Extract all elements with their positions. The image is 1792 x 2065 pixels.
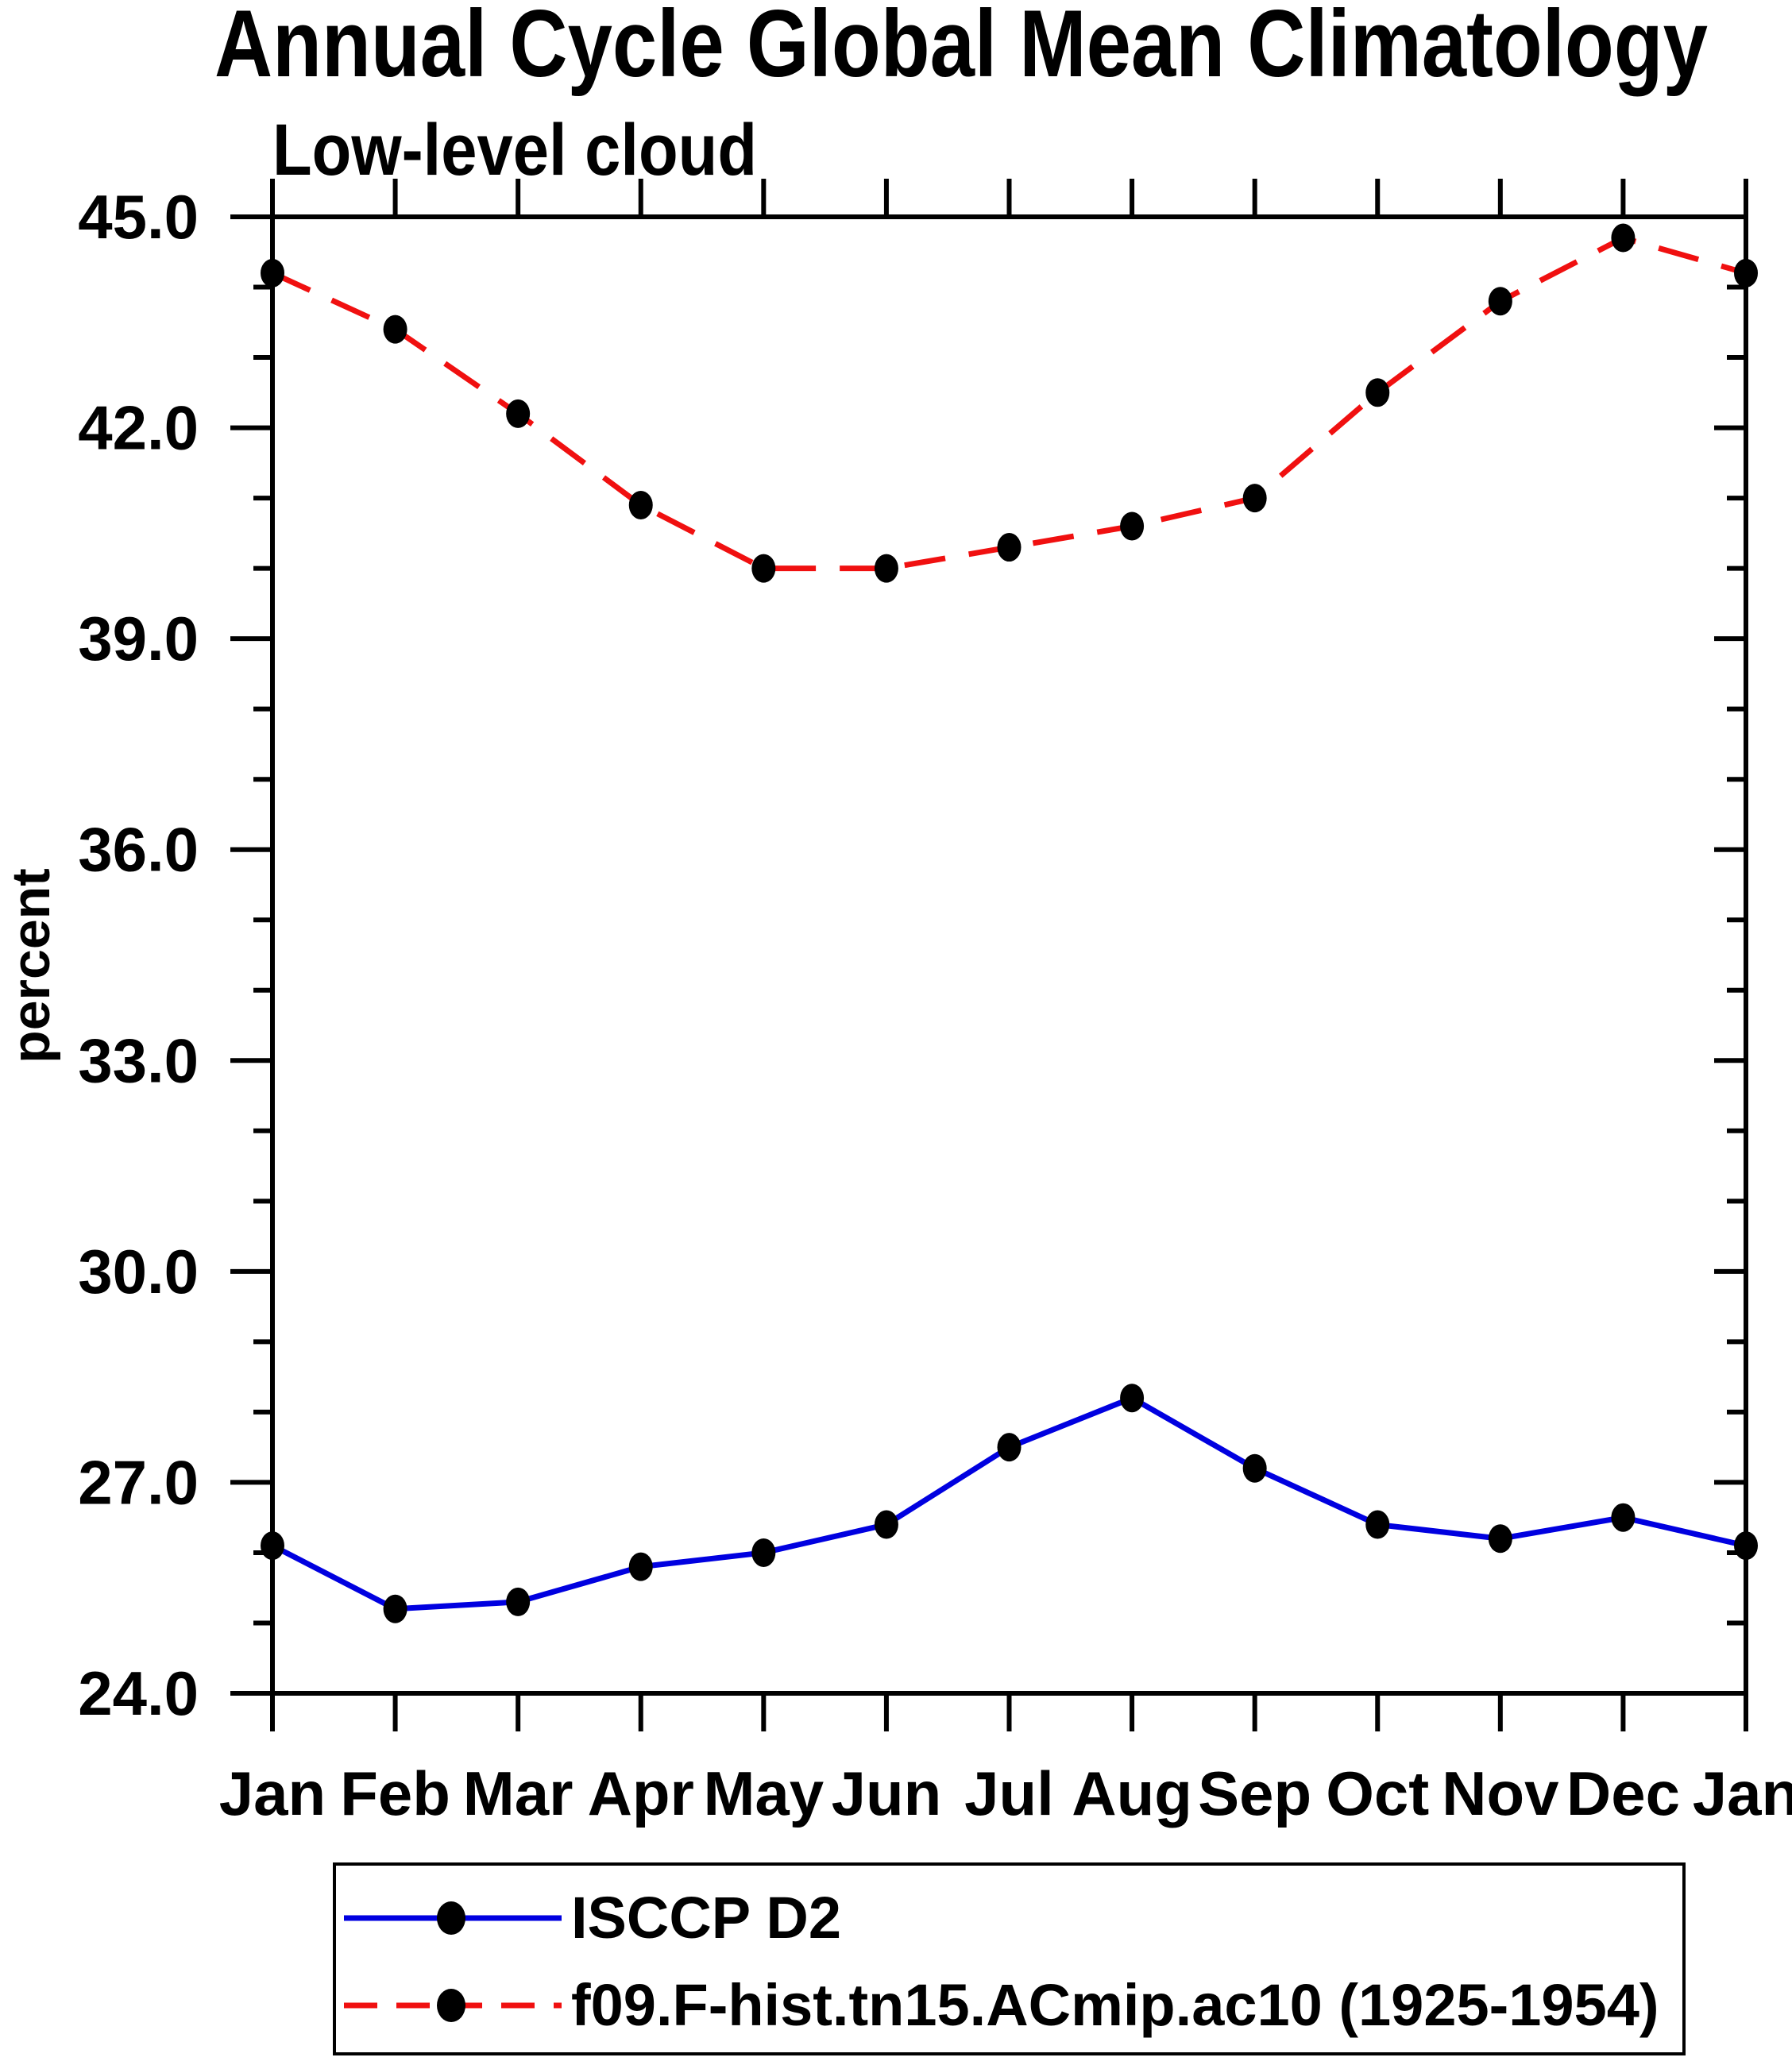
data-point-marker bbox=[874, 554, 898, 583]
x-tick-label: Jan bbox=[1693, 1758, 1792, 1828]
legend-dashed-line-sample bbox=[344, 1989, 562, 2022]
chart-title: Annual Cycle Global Mean Climatology bbox=[214, 0, 1708, 97]
legend-marker-dot bbox=[437, 1901, 465, 1935]
y-tick-label: 33.0 bbox=[78, 1025, 199, 1095]
x-tick-label: Jul bbox=[964, 1758, 1054, 1828]
plot-frame bbox=[270, 214, 1748, 1696]
x-tick-label: Oct bbox=[1326, 1758, 1429, 1828]
x-tick-label: Jun bbox=[832, 1758, 942, 1828]
data-point-marker bbox=[1365, 1510, 1390, 1539]
data-point-marker bbox=[1734, 258, 1758, 288]
data-point-marker bbox=[506, 399, 531, 428]
data-point-marker bbox=[1120, 511, 1145, 541]
data-point-marker bbox=[1242, 1453, 1267, 1483]
x-tick-label: Dec bbox=[1566, 1758, 1680, 1828]
y-tick-label: 24.0 bbox=[78, 1658, 199, 1728]
y-axis-title: percent bbox=[1, 868, 61, 1063]
y-tick-label: 36.0 bbox=[78, 815, 199, 885]
y-tick-label: 39.0 bbox=[78, 604, 199, 674]
data-point-marker bbox=[1488, 1524, 1512, 1554]
series-line-solid bbox=[271, 1395, 1747, 1612]
data-point-marker bbox=[1734, 1531, 1758, 1561]
legend: ISCCP D2 f09.F-hist.tn15.ACmip.ac10 (192… bbox=[333, 1862, 1686, 2055]
data-point-marker bbox=[1611, 223, 1636, 253]
data-point-marker bbox=[628, 490, 653, 519]
data-point-marker bbox=[1120, 1384, 1145, 1413]
data-point-marker bbox=[1611, 1503, 1636, 1532]
chart-subtitle: Low-level cloud bbox=[272, 110, 757, 191]
legend-item-model-run: f09.F-hist.tn15.ACmip.ac10 (1925-1954) bbox=[341, 1972, 1659, 2038]
data-point-marker bbox=[874, 1510, 898, 1539]
legend-item-isccp-d2: ISCCP D2 bbox=[341, 1885, 841, 1951]
data-point-marker bbox=[1488, 287, 1512, 316]
x-tick-label: Apr bbox=[588, 1758, 694, 1828]
series-line-dashed bbox=[271, 235, 1747, 572]
data-point-marker bbox=[383, 315, 407, 344]
x-tick-label: Nov bbox=[1442, 1758, 1559, 1828]
data-series bbox=[261, 223, 1758, 1623]
y-tick-label: 27.0 bbox=[78, 1447, 199, 1517]
y-tick-label: 45.0 bbox=[78, 182, 199, 252]
data-point-marker bbox=[506, 1587, 531, 1616]
y-tick-label: 30.0 bbox=[78, 1237, 199, 1307]
x-tick-label: Sep bbox=[1198, 1758, 1311, 1828]
x-tick-label: Mar bbox=[463, 1758, 574, 1828]
data-point-marker bbox=[751, 1538, 776, 1567]
data-point-marker bbox=[383, 1594, 407, 1623]
data-point-marker bbox=[997, 533, 1022, 562]
data-point-marker bbox=[261, 258, 284, 288]
data-point-marker bbox=[1242, 484, 1267, 513]
data-point-marker bbox=[997, 1433, 1022, 1462]
x-tick-label: Jan bbox=[219, 1758, 326, 1828]
data-point-marker bbox=[1365, 378, 1390, 407]
data-point-marker bbox=[628, 1552, 653, 1581]
y-tick-label: 42.0 bbox=[78, 393, 199, 463]
legend-solid-line-sample bbox=[344, 1901, 562, 1935]
legend-marker-dot bbox=[437, 1989, 465, 2022]
legend-label-model-run: f09.F-hist.tn15.ACmip.ac10 (1925-1954) bbox=[571, 1972, 1659, 2038]
x-tick-label: Feb bbox=[340, 1758, 450, 1828]
legend-label-isccp-d2: ISCCP D2 bbox=[571, 1885, 841, 1951]
data-point-marker bbox=[751, 554, 776, 583]
x-tick-label: Aug bbox=[1072, 1758, 1192, 1828]
x-tick-label: May bbox=[703, 1758, 824, 1828]
data-point-marker bbox=[261, 1531, 284, 1561]
